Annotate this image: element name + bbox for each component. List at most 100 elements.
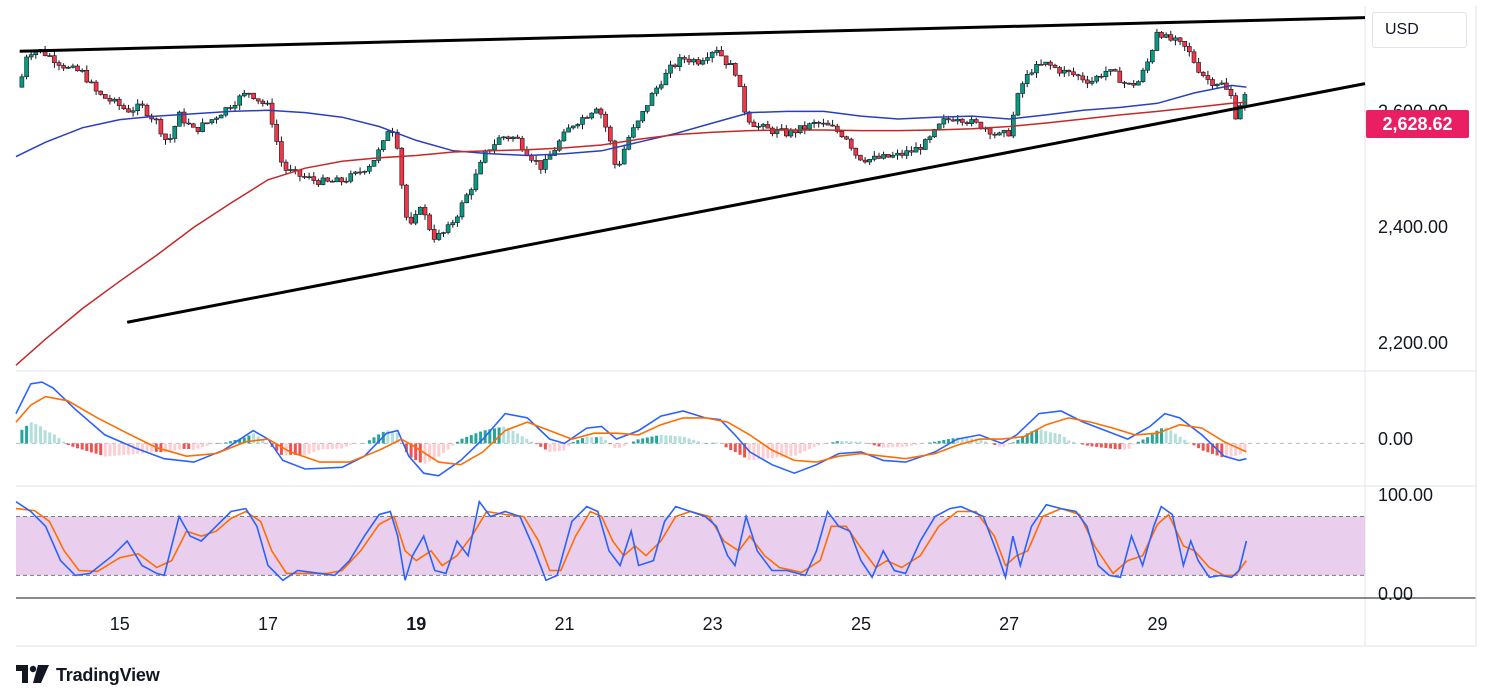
macd-histogram-bar: [636, 439, 640, 444]
candle-up: [1029, 72, 1035, 75]
macd-histogram-bar: [608, 443, 612, 445]
candle-up: [1094, 75, 1099, 82]
candle-up: [1219, 82, 1225, 85]
candle-down: [682, 57, 687, 60]
candle-up: [1150, 50, 1155, 63]
candle-up: [714, 50, 720, 53]
time-label: 27: [999, 614, 1019, 634]
brand-logo[interactable]: TradingView: [16, 662, 160, 688]
candle-down: [427, 214, 432, 230]
macd-histogram-bar: [794, 443, 798, 456]
macd-histogram-bar: [678, 436, 682, 444]
macd-histogram-bar: [784, 443, 788, 457]
macd-histogram-bar: [733, 443, 737, 453]
candle-up: [172, 126, 178, 139]
candle-down: [339, 177, 344, 183]
macd-histogram-bar: [187, 443, 191, 449]
candle-up: [1089, 80, 1095, 84]
macd-histogram-bar: [845, 441, 848, 444]
macd-histogram-bar: [1067, 440, 1071, 444]
macd-histogram-bar: [710, 442, 714, 444]
macd-histogram-bar: [1243, 443, 1247, 452]
candle-down: [329, 180, 335, 183]
trendline-lower[interactable]: [126, 82, 1366, 324]
macd-histogram-bar: [872, 443, 876, 446]
price-tick-label: 2,400.00: [1378, 217, 1448, 237]
candle-up: [1154, 31, 1160, 51]
macd-histogram-bar: [928, 442, 932, 444]
candle-down: [103, 94, 108, 99]
candle-up: [1024, 74, 1030, 84]
candle-up: [70, 65, 76, 68]
macd-histogram-bar: [849, 441, 853, 444]
macd-histogram-bar: [914, 443, 918, 445]
macd-histogram-bar: [599, 436, 603, 444]
candle-down: [987, 127, 993, 135]
candle-down: [394, 131, 400, 149]
macd-histogram-bar: [886, 443, 890, 448]
macd-histogram-bar: [974, 438, 978, 444]
macd-histogram-bar: [1030, 431, 1034, 444]
candle-up: [334, 177, 340, 183]
candle-down: [1085, 79, 1090, 84]
candle-down: [399, 147, 405, 186]
trendline-upper[interactable]: [19, 16, 1366, 53]
macd-histogram-bar: [108, 443, 112, 457]
macd-histogram-bar: [326, 443, 330, 450]
macd-histogram-bar: [506, 428, 510, 444]
candle-up: [385, 131, 391, 141]
macd-histogram-bar: [395, 432, 399, 444]
macd-histogram-bar: [877, 443, 881, 447]
candle-up: [580, 117, 585, 125]
macd-histogram-bar: [460, 438, 464, 444]
candle-down: [154, 118, 159, 121]
macd-histogram-bar: [437, 443, 441, 457]
candle-down: [505, 136, 511, 139]
macd-histogram-bar: [469, 435, 473, 444]
macd-histogram-bar: [581, 438, 584, 444]
macd-histogram-bar: [1206, 443, 1210, 453]
macd-histogram-bar: [1072, 441, 1075, 444]
macd-histogram-bar: [715, 442, 719, 444]
moving-average-fast: [15, 84, 1247, 158]
macd-histogram-bar: [631, 441, 635, 444]
candle-up: [904, 150, 910, 156]
macd-histogram-bar: [344, 443, 348, 447]
candle-down: [858, 154, 863, 161]
candle-up: [510, 136, 516, 140]
macd-histogram-bar: [159, 443, 163, 453]
candle-down: [737, 74, 743, 87]
candle-up: [760, 124, 766, 127]
candle-down: [52, 55, 57, 64]
macd-histogram-bar: [1220, 443, 1224, 458]
candle-down: [816, 122, 822, 124]
macd-histogram-bar: [94, 443, 98, 454]
candle-up: [941, 118, 947, 125]
candle-down: [1066, 69, 1072, 73]
stochastic-band: [16, 516, 1365, 576]
macd-histogram-bar: [173, 443, 177, 451]
macd-histogram-bar: [298, 443, 302, 456]
candle-up: [1136, 81, 1141, 86]
currency-selector[interactable]: USD: [1372, 12, 1467, 48]
candle-up: [913, 147, 919, 153]
macd-histogram-bar: [465, 436, 469, 444]
macd-histogram-bar: [1081, 443, 1085, 445]
candle-up: [709, 52, 715, 58]
macd-histogram-bar: [1058, 434, 1062, 444]
candle-down: [876, 155, 882, 159]
candle-down: [56, 62, 62, 66]
macd-histogram-bar: [835, 441, 839, 444]
macd-histogram-bar: [1035, 429, 1038, 444]
macd-histogram-bar: [576, 440, 580, 444]
candle-up: [473, 173, 479, 190]
macd-histogram-bar: [692, 439, 696, 444]
candle-down: [862, 159, 868, 163]
candle-down: [603, 113, 608, 128]
candle-up: [626, 137, 632, 150]
macd-histogram-bar: [585, 436, 589, 444]
candle-down: [538, 160, 544, 170]
macd-histogram-bar: [919, 443, 923, 445]
candle-down: [251, 92, 256, 99]
